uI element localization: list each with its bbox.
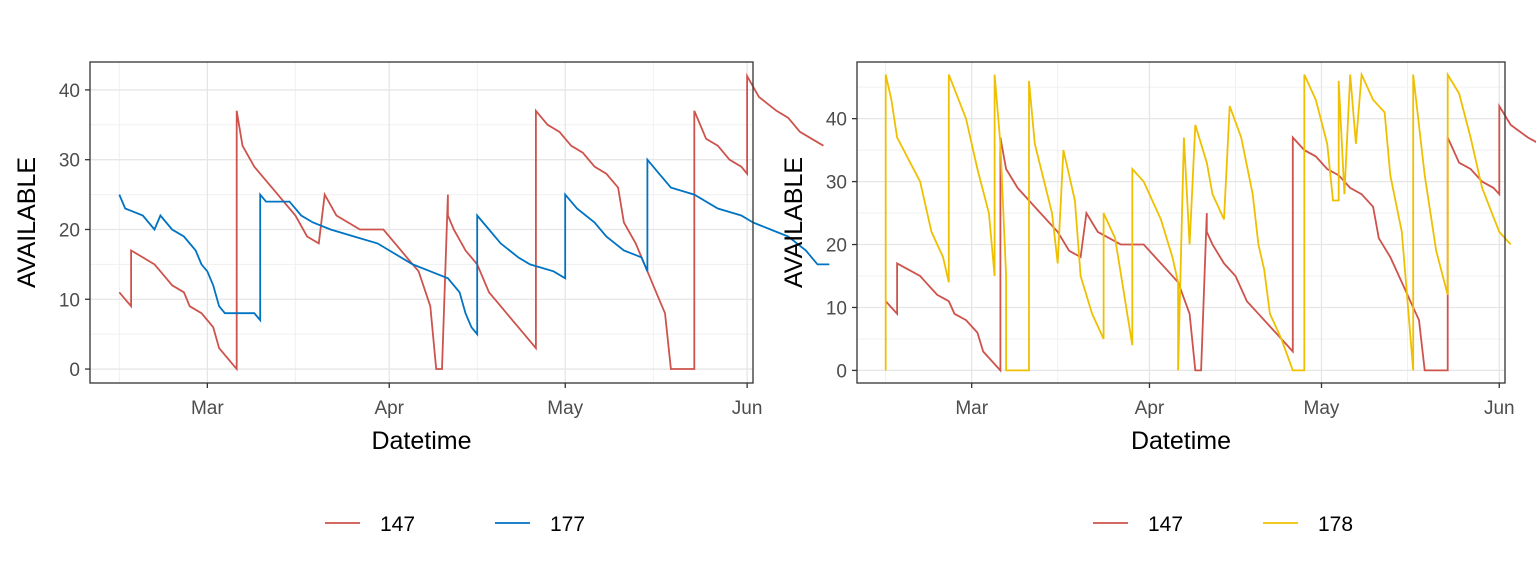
y-tick-label: 30 [59,151,80,172]
x-tick-label: Mar [955,398,988,419]
y-axis-title: AVAILABLE [13,157,41,288]
series-line-177 [118,157,830,337]
x-tick-label: Jun [1484,398,1515,419]
y-tick-label: 10 [826,298,847,319]
series-line-178 [884,71,1512,372]
legend-label-147: 147 [1148,513,1183,536]
plot-border [89,61,754,384]
y-tick-label: 40 [826,110,847,131]
y-tick-label: 20 [59,220,80,241]
x-tick-label: May [547,398,583,419]
y-tick-label: 30 [826,173,847,194]
legend-label-177: 177 [550,513,585,536]
legend-label-178: 178 [1318,513,1353,536]
y-tick-label: 0 [836,361,847,382]
legend: 147 178 [1093,513,1353,536]
legend-label-147: 147 [380,513,415,536]
chart-panel-1: 0 10 20 30 40 Mar Apr May Jun Datetime AVAILABLE 14… [13,61,830,536]
y-axis-title: AVAILABLE [780,157,808,288]
x-tick-label: Apr [1135,398,1165,419]
series-line-147 [118,72,824,372]
y-tick-label: 10 [59,290,80,311]
gridlines [90,62,753,383]
chart-panel-2: 0 10 20 30 40 Mar Apr May Jun Datetime AVAILABLE 14… [780,61,1536,536]
x-tick-label: Mar [191,398,224,419]
x-axis-title: Datetime [371,427,471,455]
x-axis-title: Datetime [1131,427,1231,455]
x-tick-label: Jun [732,398,763,419]
y-tick-label: 40 [59,81,80,102]
y-tick-label: 0 [69,360,80,381]
plot-border [856,61,1506,384]
plot-background [90,62,753,383]
legend: 147 177 [325,513,585,536]
x-tick-label: May [1304,398,1340,419]
x-tick-label: Apr [374,398,404,419]
y-tick-label: 20 [826,236,847,257]
